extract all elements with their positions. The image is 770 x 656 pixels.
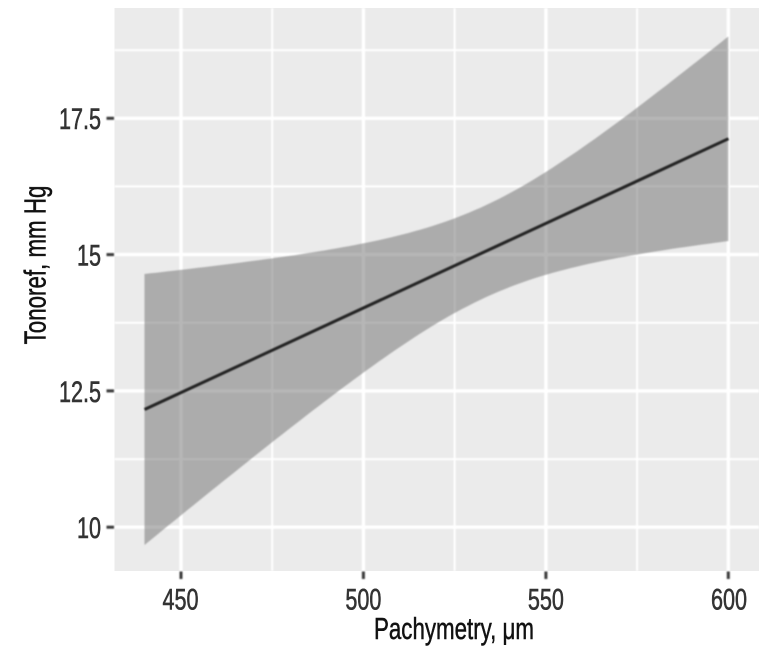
svg-text:500: 500 — [345, 582, 381, 616]
svg-text:Tonoref, mm Hg: Tonoref, mm Hg — [18, 186, 52, 345]
svg-text:450: 450 — [162, 582, 198, 616]
svg-text:12.5: 12.5 — [59, 374, 101, 408]
svg-text:Pachymetry, μm: Pachymetry, μm — [374, 611, 534, 645]
svg-text:600: 600 — [711, 582, 747, 616]
svg-text:15: 15 — [77, 238, 101, 272]
svg-text:550: 550 — [528, 582, 564, 616]
svg-text:17.5: 17.5 — [59, 102, 101, 136]
svg-text:10: 10 — [77, 511, 101, 545]
